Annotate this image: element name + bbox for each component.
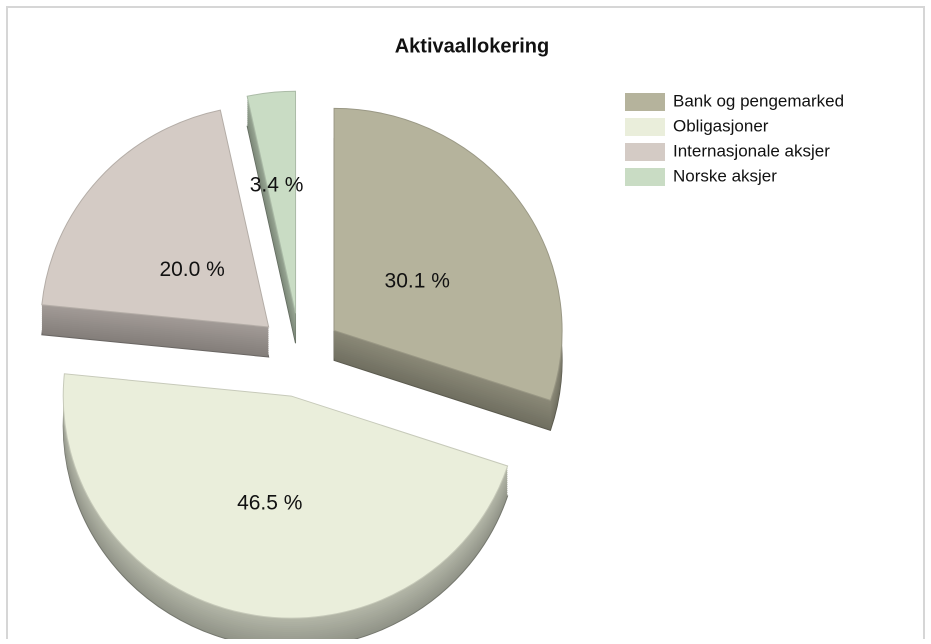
legend-label: Obligasjoner bbox=[673, 116, 769, 135]
data-label: 3.4 % bbox=[250, 174, 304, 197]
slice bbox=[333, 107, 563, 401]
slice bbox=[246, 90, 297, 314]
legend-swatch bbox=[625, 143, 665, 161]
legend-label: Bank og pengemarked bbox=[673, 91, 844, 110]
slice bbox=[62, 373, 509, 619]
data-label: 20.0 % bbox=[159, 258, 224, 281]
legend-swatch bbox=[625, 168, 665, 186]
legend-label: Norske aksjer bbox=[673, 166, 777, 185]
data-label: 46.5 % bbox=[237, 491, 302, 514]
legend-swatch bbox=[625, 118, 665, 136]
data-label: 30.1 % bbox=[385, 270, 450, 293]
chart-title: Aktivaallokering bbox=[395, 35, 550, 57]
legend-label: Internasjonale aksjer bbox=[673, 141, 830, 160]
legend-swatch bbox=[625, 93, 665, 111]
slice bbox=[41, 109, 270, 328]
